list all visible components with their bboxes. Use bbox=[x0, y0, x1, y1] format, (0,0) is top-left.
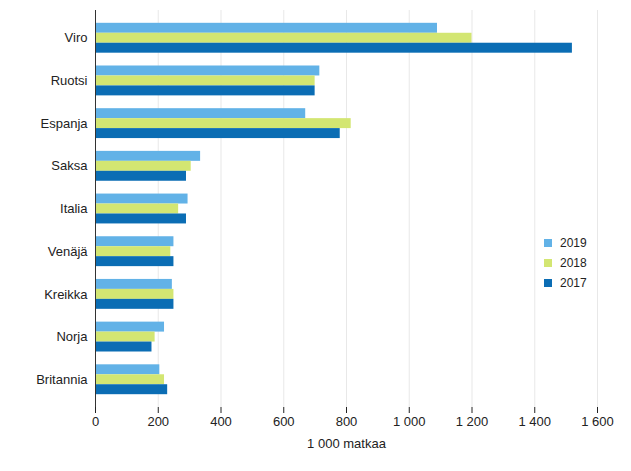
svg-text:Ruotsi: Ruotsi bbox=[51, 73, 88, 88]
html-text:2019: 2019 bbox=[560, 236, 587, 250]
svg-text:1 400: 1 400 bbox=[518, 414, 551, 429]
svg-text:200: 200 bbox=[147, 414, 169, 429]
svg-text:1 000: 1 000 bbox=[393, 414, 426, 429]
svg-text:1 000 matkaa: 1 000 matkaa bbox=[307, 436, 387, 451]
svg-text:400: 400 bbox=[210, 414, 232, 429]
svg-text:800: 800 bbox=[336, 414, 358, 429]
svg-text:Norja: Norja bbox=[56, 329, 88, 344]
svg-text:0: 0 bbox=[92, 414, 99, 429]
svg-text:1 600: 1 600 bbox=[581, 414, 614, 429]
html-text:2017: 2017 bbox=[560, 276, 587, 290]
html-text:2018: 2018 bbox=[560, 256, 587, 270]
svg-text:Italia: Italia bbox=[60, 201, 88, 216]
svg-text:Britannia: Britannia bbox=[36, 372, 88, 387]
svg-text:1 200: 1 200 bbox=[456, 414, 489, 429]
svg-text:Viro: Viro bbox=[65, 30, 88, 45]
svg-text:Venäjä: Venäjä bbox=[48, 244, 89, 259]
svg-text:Saksa: Saksa bbox=[51, 158, 88, 173]
svg-text:Espanja: Espanja bbox=[41, 116, 89, 131]
svg-text:600: 600 bbox=[273, 414, 295, 429]
svg-text:Kreikka: Kreikka bbox=[44, 287, 88, 302]
